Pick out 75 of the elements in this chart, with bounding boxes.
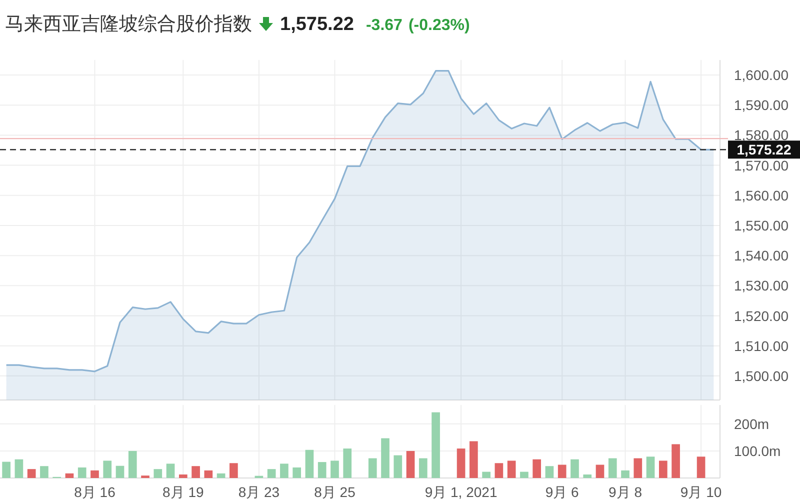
y-tick-label: 1,580.00 [734,127,789,144]
bar [2,462,10,478]
bar [154,469,162,478]
bar [103,460,112,478]
bar [78,467,86,478]
bar [432,412,440,478]
bar [696,456,706,478]
y-tick-label: 1,540.00 [734,248,789,264]
bar [90,470,99,478]
bar [305,450,314,478]
bar [216,473,226,478]
chart-title: 马来西亚吉隆坡综合股价指数 [5,14,252,35]
bar [14,459,24,478]
bar [318,462,326,478]
bar [646,456,655,478]
x-tick-label: 8月 16 [74,484,116,500]
bar [558,464,566,478]
bar [166,464,175,478]
y-tick-label: 1,520.00 [734,308,789,324]
bar [230,463,238,478]
bar [470,441,478,478]
y-tick-label: 1,560.00 [734,187,789,204]
text: 1,575.22 [280,14,354,35]
x-tick-label: 8月 19 [162,484,204,500]
bar [280,464,288,478]
x-tick-label: 9月 10 [680,484,722,500]
bar [596,464,604,478]
bar [394,455,402,478]
bar [570,459,579,478]
y-tick-label: 1,500.00 [734,368,789,384]
y-tick-label: 1,510.00 [734,338,789,354]
x-tick-label: 9月 8 [608,484,642,500]
y-tick-label: 1,590.00 [734,97,789,114]
bar [292,467,302,478]
text: (-0.23%) [408,17,470,34]
x-tick-label: 8月 25 [314,484,356,500]
bar [381,438,390,478]
y-tick-label: 1,570.00 [734,157,789,174]
bar [634,458,642,478]
bar [494,463,504,478]
bar [40,466,48,478]
y-tick-label: 100.0m [734,442,781,459]
text: -3.67 [366,17,403,34]
bar [267,469,276,478]
bar [418,458,428,478]
bar [330,460,339,478]
y-tick-label: 1,530.00 [734,278,789,294]
bar [507,460,516,478]
bar [406,450,415,478]
bar [368,458,377,478]
bar [27,469,36,478]
x-tick-label: 9月 1, 2021 [424,484,498,500]
bar [456,448,466,478]
ref-line-label: 1,575.22 [736,142,792,158]
bar [532,459,542,478]
bar [658,460,668,478]
bar [192,466,200,478]
bar [583,474,592,478]
bar [65,473,74,478]
x-tick-label: 9月 6 [545,484,580,500]
bar [343,448,352,478]
bar [545,466,554,478]
bar [520,472,528,478]
bar [608,458,617,478]
bar [204,470,213,478]
bar [672,444,680,478]
bar [178,474,188,478]
bar [116,466,124,478]
y-tick-label: 200m [734,416,770,432]
y-tick-label: 1,550.00 [734,217,789,234]
y-tick-label: 1,600.00 [734,67,789,84]
bar [128,450,137,478]
bar [482,472,490,478]
x-tick-label: 8月 23 [238,484,280,500]
bar [621,470,630,478]
